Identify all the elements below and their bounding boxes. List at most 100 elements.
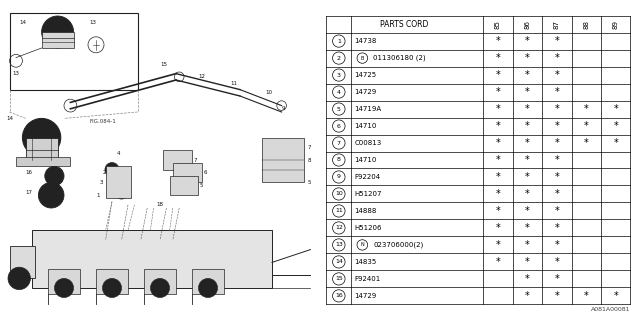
Text: 17: 17 [26,189,33,195]
Text: N: N [360,243,364,247]
Text: 13: 13 [90,20,97,25]
Text: 1: 1 [337,39,340,44]
Text: 5: 5 [307,180,310,185]
Text: 86: 86 [524,20,531,28]
Bar [192,269,224,294]
Text: 1: 1 [96,193,99,198]
Text: 16: 16 [335,293,342,298]
Text: 14888: 14888 [355,208,377,214]
Text: *: * [554,240,559,250]
Text: *: * [495,257,500,267]
Text: 14835: 14835 [355,259,377,265]
Circle shape [105,163,119,177]
Text: *: * [525,291,530,301]
Text: *: * [495,138,500,148]
Text: 89: 89 [612,20,619,28]
Bar [106,166,131,198]
Text: *: * [495,155,500,165]
Bar [26,138,58,160]
Circle shape [8,267,31,290]
Circle shape [45,166,64,186]
Text: 14738: 14738 [355,38,377,44]
Text: *: * [495,53,500,63]
Text: B: B [361,56,364,60]
Circle shape [150,278,170,298]
Bar [10,13,138,90]
Circle shape [115,185,129,199]
Text: 15: 15 [335,276,342,281]
Text: 12: 12 [335,226,343,230]
Bar [163,150,192,170]
Circle shape [38,182,64,208]
Text: *: * [554,87,559,97]
Text: *: * [613,138,618,148]
Text: 18: 18 [157,202,164,207]
Text: 8: 8 [337,157,340,163]
Text: 5: 5 [200,183,204,188]
Text: *: * [525,70,530,80]
Text: *: * [525,240,530,250]
Text: *: * [495,36,500,46]
Text: 4: 4 [116,151,120,156]
Bar [10,246,35,278]
Text: *: * [554,121,559,131]
Text: 10: 10 [266,90,273,95]
Text: 7: 7 [307,145,310,150]
Text: *: * [525,172,530,182]
Text: *: * [525,53,530,63]
Text: *: * [495,172,500,182]
Text: 10: 10 [335,191,342,196]
Text: *: * [525,274,530,284]
Bar [173,163,202,182]
Bar [144,269,176,294]
Text: *: * [495,189,500,199]
Text: 14: 14 [19,20,26,25]
Text: 2: 2 [102,170,106,175]
Text: FIG.084-1: FIG.084-1 [90,119,116,124]
Text: H51207: H51207 [355,191,382,197]
Text: *: * [554,104,559,114]
Text: *: * [554,155,559,165]
Text: 011306180 (2): 011306180 (2) [373,55,426,61]
Text: *: * [525,206,530,216]
Text: F92204: F92204 [355,174,381,180]
Text: 14710: 14710 [355,123,377,129]
Circle shape [22,118,61,157]
Text: 85: 85 [495,20,501,28]
Text: *: * [495,104,500,114]
Text: *: * [525,36,530,46]
Text: 6: 6 [204,170,207,175]
Text: PARTS CORD: PARTS CORD [381,20,429,28]
Text: 4: 4 [337,90,341,94]
Text: 14719A: 14719A [355,106,381,112]
Text: 14: 14 [6,116,13,121]
Text: 14710: 14710 [355,157,377,163]
Text: H51206: H51206 [355,225,382,231]
Text: *: * [525,223,530,233]
Text: *: * [495,223,500,233]
Text: *: * [525,138,530,148]
Text: 14729: 14729 [355,89,377,95]
Text: A081A00081: A081A00081 [591,307,630,312]
Bar [48,269,80,294]
Text: *: * [525,104,530,114]
Text: *: * [554,172,559,182]
Text: 12: 12 [198,74,205,79]
Text: *: * [584,121,589,131]
Text: *: * [495,121,500,131]
Text: 16: 16 [26,170,33,175]
Text: 13: 13 [13,71,20,76]
Text: 87: 87 [554,20,560,28]
Circle shape [102,278,122,298]
Text: *: * [495,87,500,97]
Text: *: * [525,121,530,131]
Text: *: * [525,257,530,267]
Text: *: * [554,53,559,63]
Bar [16,157,70,166]
Text: *: * [584,138,589,148]
Text: 14: 14 [335,260,343,264]
Text: 13: 13 [335,243,343,247]
Text: 14729: 14729 [355,293,377,299]
Text: 11: 11 [335,208,342,213]
Text: *: * [554,257,559,267]
